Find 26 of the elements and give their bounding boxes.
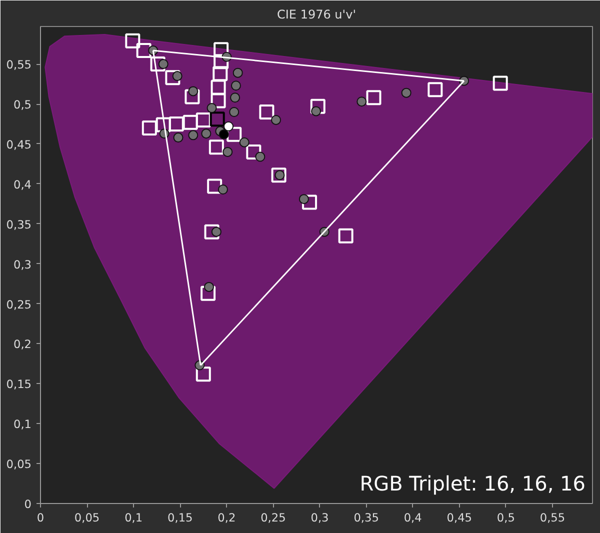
- x-tick-label: 0,4: [404, 510, 422, 524]
- chart-title: CIE 1976 u'v': [277, 8, 356, 22]
- y-tick-label: 0,25: [6, 297, 32, 312]
- x-tick-label: 0,5: [496, 510, 515, 524]
- x-tick-label: 0: [36, 510, 44, 524]
- y-tick-label: 0: [24, 497, 32, 511]
- y-tick-label: 0,05: [6, 457, 32, 472]
- y-tick-label: 0,1: [13, 417, 32, 432]
- x-tick-label: 0,2: [218, 510, 236, 524]
- x-tick-label: 0,35: [354, 510, 379, 524]
- annotation: RGB Triplet: 16, 16, 16: [360, 472, 586, 496]
- y-tick-label: 0,5: [13, 98, 32, 112]
- y-tick-label: 0,4: [13, 177, 32, 192]
- x-tick-label: 0,3: [310, 510, 329, 524]
- y-tick-label: 0,15: [6, 377, 32, 392]
- x-tick-label: 0,25: [260, 510, 286, 524]
- y-tick-label: 0,45: [6, 137, 32, 152]
- y-tick-label: 0,55: [6, 58, 32, 72]
- x-tick-label: 0,1: [124, 510, 143, 524]
- x-tick-label: 0,05: [74, 510, 100, 524]
- y-tick-label: 0,2: [13, 337, 32, 352]
- y-tick-label: 0,35: [6, 217, 32, 232]
- x-tick-label: 0,15: [168, 510, 193, 524]
- x-tick-label: 0,55: [540, 510, 566, 524]
- y-tick-label: 0,3: [13, 257, 32, 272]
- x-tick-label: 0,45: [446, 510, 472, 524]
